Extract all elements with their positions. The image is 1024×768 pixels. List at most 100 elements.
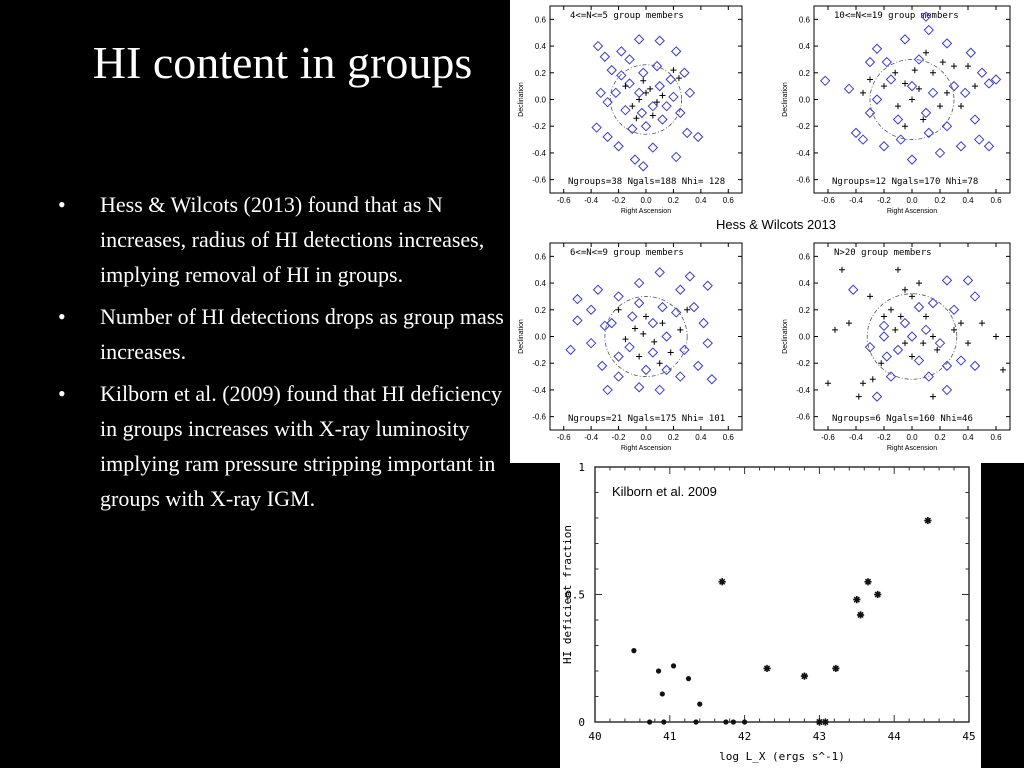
x-tick-label: -0.6 xyxy=(821,196,835,205)
x-tick-label: 0.6 xyxy=(990,433,1002,442)
diamond-point xyxy=(934,337,946,349)
data-point-dot xyxy=(670,663,677,669)
diamond-point xyxy=(702,337,713,349)
x-tick-label: -0.6 xyxy=(557,196,571,205)
plot-title: 6<=N<=9 group members xyxy=(570,248,684,258)
diamond-point xyxy=(847,284,859,295)
diamond-point xyxy=(638,67,649,78)
diamond-point xyxy=(599,320,611,332)
data-point-dot xyxy=(723,719,729,725)
x-axis-label: Right Ascension xyxy=(621,208,671,215)
plus-point xyxy=(972,83,978,90)
plus-point xyxy=(846,320,852,327)
diamond-point xyxy=(959,87,971,99)
diamond-point xyxy=(624,341,635,353)
data-point-star xyxy=(853,596,861,604)
diamond-point xyxy=(599,51,611,62)
diamond-point xyxy=(913,355,925,366)
diamond-point xyxy=(864,56,876,68)
diamond-point xyxy=(624,54,635,65)
diamond-point xyxy=(927,87,939,99)
plot-frame xyxy=(594,466,970,723)
plus-point xyxy=(930,69,936,76)
plus-point xyxy=(951,63,957,70)
plot-stats: Ngroups=12 Ngals=170 Nhi=78 xyxy=(832,177,978,187)
diamond-point xyxy=(864,107,876,119)
bullet-item: • Hess & Wilcots (2013) found that as N i… xyxy=(58,187,508,292)
diamond-point xyxy=(647,347,659,358)
diamond-point xyxy=(941,121,953,132)
diamond-point xyxy=(819,75,831,87)
diamond-point xyxy=(843,83,855,95)
plus-point xyxy=(832,326,838,333)
x-tick-label: -0.2 xyxy=(612,433,626,442)
plus-point xyxy=(640,77,647,84)
plus-point xyxy=(867,293,873,300)
diamond-point xyxy=(657,114,668,125)
y-axis-label: Declination xyxy=(782,319,789,354)
diamond-point xyxy=(633,87,645,99)
diamond-point xyxy=(675,107,686,119)
data-point-star xyxy=(718,578,726,586)
plus-point xyxy=(965,340,971,347)
plot-title: 4<=N<=5 group members xyxy=(570,11,684,21)
x-axis-label: Right Ascension xyxy=(887,445,937,452)
plot-frame xyxy=(549,242,743,431)
x-tick-label: 0.0 xyxy=(906,196,918,205)
y-tick-label: -0.4 xyxy=(532,386,546,395)
diamond-point xyxy=(679,67,690,78)
diamond-point xyxy=(602,96,613,108)
diamond-point xyxy=(948,80,960,92)
x-tick-label: -0.2 xyxy=(612,196,626,205)
deficiency-panel-background xyxy=(560,463,981,768)
x-tick-label: -0.6 xyxy=(557,433,571,442)
diamond-point xyxy=(654,80,665,92)
x-tick-label: 43 xyxy=(813,730,826,743)
plus-point xyxy=(934,346,941,353)
diamond-point xyxy=(585,304,597,315)
diamond-point xyxy=(878,320,890,332)
y-tick-label: 0.6 xyxy=(535,15,547,24)
x-axis-label: Right Ascension xyxy=(887,208,937,215)
diamond-point xyxy=(684,271,696,282)
diamond-point xyxy=(899,317,911,329)
diamond-point xyxy=(665,74,676,85)
x-tick-label: 0.4 xyxy=(962,433,974,442)
diamond-point xyxy=(948,304,960,315)
diamond-point xyxy=(613,351,624,362)
diamond-point xyxy=(591,122,602,133)
x-axis-label: log L_X (ergs s^-1) xyxy=(719,750,845,763)
bullet-symbol: • xyxy=(58,192,66,217)
plus-point xyxy=(651,338,658,345)
plus-point xyxy=(939,59,946,66)
diamond-point xyxy=(640,121,652,132)
diamond-point xyxy=(633,297,645,309)
plus-point xyxy=(920,340,927,347)
y-tick-label: -0.4 xyxy=(532,149,546,158)
plus-point xyxy=(892,326,899,333)
plus-point xyxy=(902,80,908,87)
data-point-star xyxy=(821,718,829,726)
y-tick-label: 0.2 xyxy=(535,306,547,315)
y-axis-label: Declination xyxy=(518,319,525,354)
plot-title: N>20 group members xyxy=(834,248,932,258)
diamond-point xyxy=(871,391,883,402)
diamond-point xyxy=(923,371,935,382)
plus-point xyxy=(867,76,873,83)
diamond-point xyxy=(864,341,876,353)
data-point-dot xyxy=(693,719,699,725)
diamond-point xyxy=(679,344,690,356)
plus-point xyxy=(916,280,922,287)
x-tick-label: 45 xyxy=(962,730,975,743)
radius-circle xyxy=(609,64,683,135)
y-tick-label: 0.2 xyxy=(799,69,811,78)
diamond-point xyxy=(572,315,583,326)
diamond-point xyxy=(684,87,696,99)
plus-point xyxy=(944,89,950,96)
y-tick-label: -0.6 xyxy=(796,413,810,422)
diamond-point xyxy=(920,324,932,336)
data-point-dot xyxy=(659,691,665,697)
plus-point xyxy=(958,320,964,327)
diamond-point xyxy=(871,43,883,54)
